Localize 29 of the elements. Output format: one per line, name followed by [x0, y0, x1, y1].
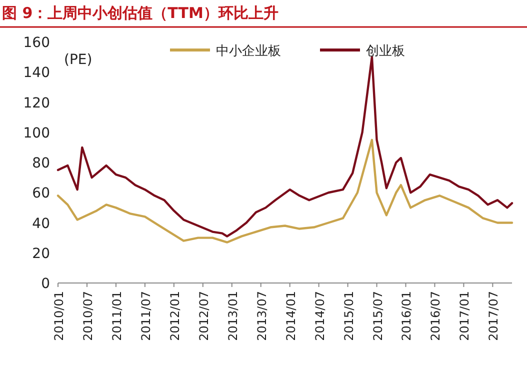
x-tick-label: 2010/07	[80, 291, 95, 341]
y-tick-label: 140	[23, 65, 50, 82]
legend-label: 创业板	[366, 44, 405, 59]
x-tick-label: 2017/07	[486, 291, 501, 341]
chart-title: 图 9：上周中小创估值（TTM）环比上升	[2, 4, 278, 22]
y-tick-label: 100	[23, 125, 50, 142]
y-tick-label: 0	[41, 276, 50, 292]
x-tick-label: 2015/07	[370, 291, 385, 341]
y-tick-label: 60	[32, 186, 50, 202]
y-tick-label: 160	[23, 35, 50, 51]
x-tick-label: 2014/01	[284, 291, 298, 341]
y-tick-label: 80	[32, 156, 50, 172]
x-tick-label: 2014/07	[312, 291, 327, 341]
legend-label: 中小企业板	[216, 44, 281, 59]
x-tick-label: 2013/01	[226, 291, 240, 341]
x-tick-label: 2017/01	[458, 291, 472, 341]
x-tick-label: 2012/07	[196, 291, 211, 341]
y-tick-label: 20	[32, 246, 50, 262]
y-tick-label: 120	[23, 95, 50, 112]
x-tick-label: 2016/07	[428, 291, 443, 341]
y-tick-label: 40	[32, 216, 50, 232]
x-tick-label: 2010/01	[52, 291, 66, 341]
x-tick-label: 2011/07	[138, 291, 153, 341]
x-tick-label: 2011/01	[110, 291, 124, 341]
x-tick-label: 2016/01	[400, 291, 414, 341]
x-tick-label: 2013/07	[254, 291, 269, 341]
y-axis-title: (PE)	[64, 52, 92, 68]
x-tick-label: 2012/01	[168, 291, 182, 341]
x-tick-label: 2015/01	[342, 291, 356, 341]
